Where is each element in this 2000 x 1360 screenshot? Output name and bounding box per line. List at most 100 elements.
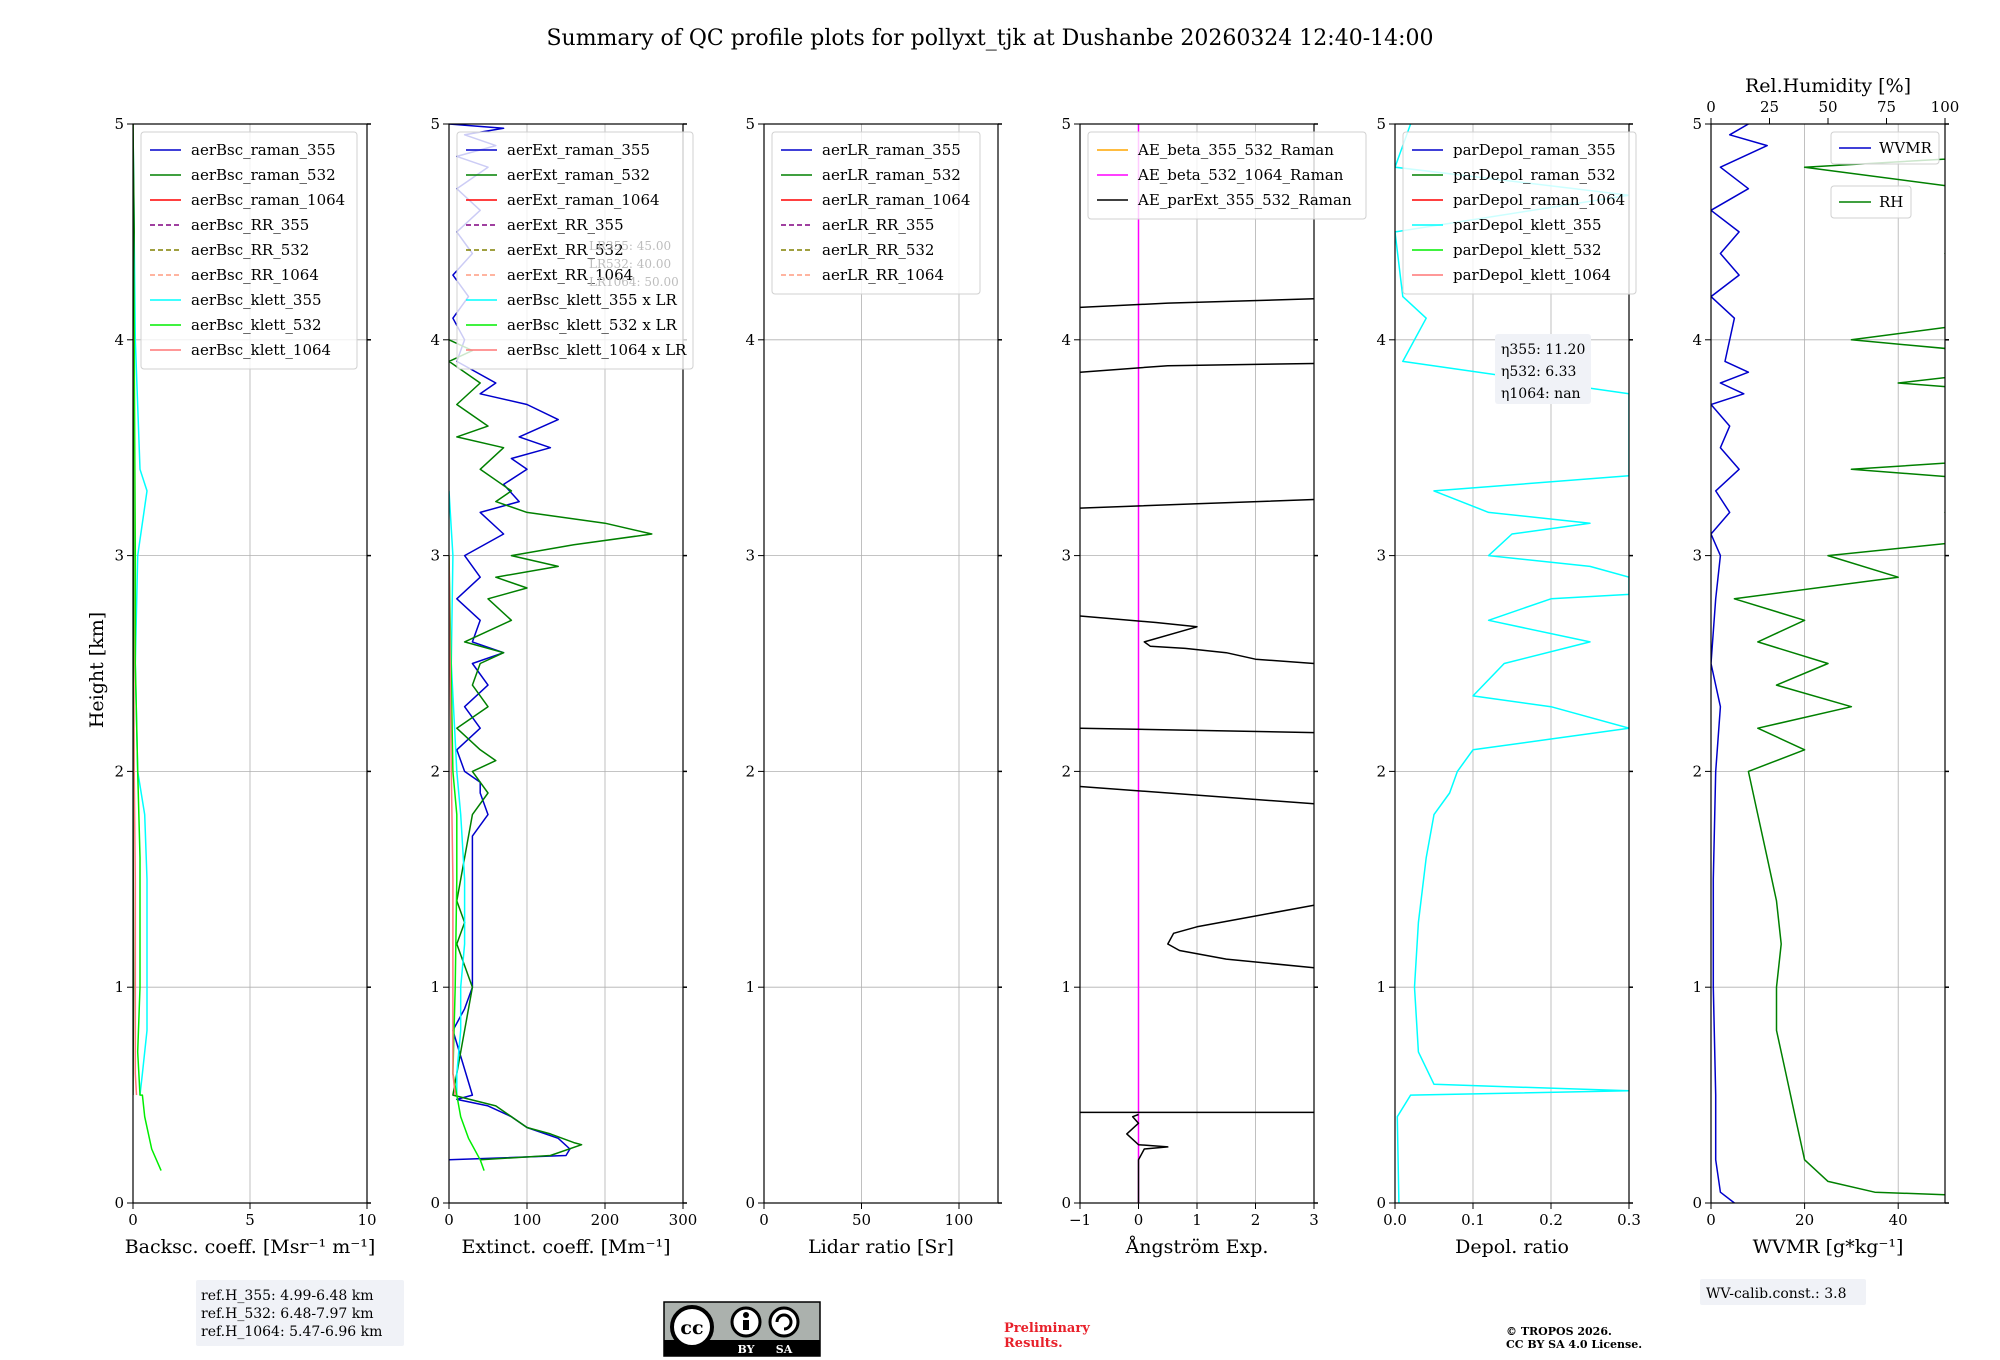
legend-label: parDepol_raman_532	[1453, 166, 1616, 184]
legend-label: parDepol_raman_1064	[1453, 191, 1625, 209]
x-tick-label: 1	[1192, 1211, 1202, 1229]
x-tick-label: 0	[1134, 1211, 1144, 1229]
legend: aerExt_raman_355 aerExt_raman_532 aerExt_r…	[456, 131, 694, 370]
legend: AE_beta_355_532_Raman AE_beta_532_1064_Ra…	[1087, 131, 1367, 220]
x-tick-label: 100	[945, 1211, 974, 1229]
copyright-line2: CC BY SA 4.0 License.	[1506, 1338, 1642, 1351]
legend-label: aerExt_raman_532	[507, 166, 650, 184]
series-pardepol-klett-355	[1395, 124, 1629, 1203]
ref-height-532: ref.H_532: 6.48-7.97 km	[201, 1306, 374, 1322]
legend-label: aerLR_raman_1064	[822, 191, 970, 209]
ref-height-box: ref.H_355: 4.99-6.48 km ref.H_532: 6.48-…	[196, 1280, 404, 1346]
x-tick-label: 0.3	[1617, 1211, 1641, 1229]
y-tick-label: 0	[1061, 1194, 1071, 1212]
y-tick-label: 2	[1061, 762, 1071, 780]
x-tick-label: 0	[759, 1211, 769, 1229]
y-tick-label: 5	[430, 115, 440, 133]
x-tick-label: 2	[1251, 1211, 1261, 1229]
legend-label: WVMR	[1879, 139, 1933, 157]
legend-frame	[1402, 131, 1637, 295]
legend-label: aerLR_RR_355	[822, 216, 934, 234]
legend-label: AE_beta_532_1064_Raman	[1137, 166, 1344, 184]
y-tick-label: 4	[430, 331, 440, 349]
y-tick-label: 1	[1376, 978, 1386, 996]
lidar-ratio-note: LR532: 40.00	[589, 257, 671, 271]
ref-height-355: ref.H_355: 4.99-6.48 km	[201, 1288, 374, 1304]
x-tick-label: 3	[1309, 1211, 1319, 1229]
legend-frame	[1087, 131, 1367, 220]
y-tick-label: 0	[114, 1194, 124, 1212]
y-tick-label: 2	[745, 762, 755, 780]
ref-height-1064: ref.H_1064: 5.47-6.96 km	[201, 1324, 382, 1340]
legend-label: aerBsc_klett_355 x LR	[507, 291, 678, 309]
x-axis-label: Extinct. coeff. [Mm⁻¹]	[461, 1236, 670, 1258]
y-tick-label: 3	[1692, 547, 1702, 565]
y-tick-label: 3	[1061, 547, 1071, 565]
sa-share-alike-icon	[768, 1306, 800, 1338]
legend-label: aerBsc_raman_355	[191, 141, 336, 159]
eta-box	[1495, 334, 1591, 404]
legend-wvmr: WVMR	[1830, 131, 1940, 165]
legend-label: AE_beta_355_532_Raman	[1137, 141, 1334, 159]
series-group	[1711, 124, 1945, 1203]
y-tick-label: 1	[745, 978, 755, 996]
series-ae-parext-355-532-raman	[1080, 362, 1314, 373]
x-tick-label: 200	[591, 1211, 620, 1229]
legend-label: RH	[1879, 193, 1903, 211]
legend-frame	[456, 131, 694, 370]
series-group	[1080, 124, 1314, 1203]
axes-frame	[132, 123, 368, 1204]
y-tick-label: 5	[114, 115, 124, 133]
legend-label: aerBsc_RR_1064	[191, 266, 319, 284]
x-tick-label: −1	[1069, 1211, 1091, 1229]
x-tick-label: 10	[357, 1211, 376, 1229]
y-tick-label: 3	[1376, 547, 1386, 565]
y-tick-label: 0	[430, 1194, 440, 1212]
eta-value: η1064: nan	[1501, 386, 1581, 402]
top-tick-label: 25	[1760, 98, 1779, 116]
y-tick-label: 1	[430, 978, 440, 996]
y-tick-label: 5	[1061, 115, 1071, 133]
series-ae-parext-355-532-raman	[1080, 727, 1314, 734]
x-axis-label: WVMR [g*kg⁻¹]	[1753, 1236, 1904, 1258]
panel-3: 0 50 100 0 1 2 3 4 5 Lidar ratio [Sr] aerLR_raman_…	[745, 115, 1002, 1258]
x-tick-label: 0	[444, 1211, 454, 1229]
y-tick-label: 4	[1376, 331, 1386, 349]
y-tick-label: 5	[1376, 115, 1386, 133]
y-tick-label: 4	[745, 331, 755, 349]
legend-frame	[771, 131, 981, 295]
legend-frame	[140, 131, 358, 370]
x-axis-label: Depol. ratio	[1455, 1236, 1569, 1258]
figure-title: Summary of QC profile plots for pollyxt_…	[546, 26, 1433, 51]
series-aerbsc-klett-355-x-lr	[449, 490, 466, 1096]
legend: aerLR_raman_355 aerLR_raman_532 aerLR_rama…	[771, 131, 981, 295]
legend-label: aerBsc_klett_1064 x LR	[507, 341, 687, 359]
y-tick-label: 5	[745, 115, 755, 133]
legend-label: parDepol_klett_1064	[1453, 266, 1611, 284]
x-tick-label: 20	[1795, 1211, 1814, 1229]
y-tick-label: 1	[114, 978, 124, 996]
y-tick-label: 1	[1061, 978, 1071, 996]
legend-label: parDepol_klett_355	[1453, 216, 1602, 234]
x-tick-label: 5	[245, 1211, 255, 1229]
y-tick-label: 2	[1376, 762, 1386, 780]
y-tick-label: 3	[430, 547, 440, 565]
legend-frame	[1830, 131, 1940, 165]
copyright-line1: © TROPOS 2026.	[1506, 1325, 1612, 1338]
top-tick-label: 75	[1877, 98, 1896, 116]
x-tick-label: 300	[669, 1211, 698, 1229]
legend-label: aerExt_raman_355	[507, 141, 650, 159]
series-aerbsc-klett-532-x-lr	[449, 555, 485, 1171]
legend-label: aerExt_RR_355	[507, 216, 624, 234]
y-axis-label: Height [km]	[86, 612, 108, 728]
y-tick-label: 4	[1061, 331, 1071, 349]
y-tick-label: 3	[745, 547, 755, 565]
cc-by-label: BY	[738, 1343, 755, 1356]
x-axis-label: Backsc. coeff. [Msr⁻¹ m⁻¹]	[125, 1236, 376, 1258]
legend-label: aerLR_raman_355	[822, 141, 961, 159]
series-aerbsc-klett-1064-x-lr	[449, 555, 456, 1096]
series-group	[1395, 124, 1629, 1203]
legend-label: aerBsc_klett_1064	[191, 341, 331, 359]
